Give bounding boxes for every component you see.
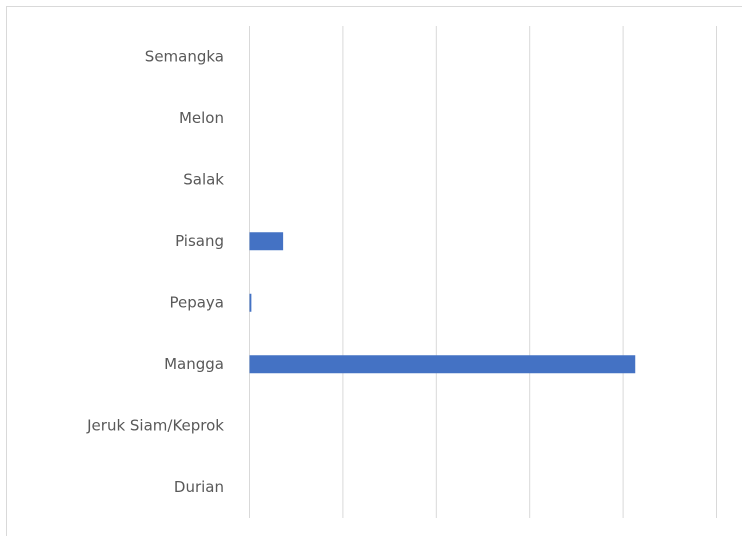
bar <box>249 293 252 312</box>
chart-frame <box>6 6 742 536</box>
y-tick-label: Pisang <box>175 232 224 250</box>
y-tick-label: Pepaya <box>169 293 224 311</box>
y-tick-label: Mangga <box>164 355 224 373</box>
bar <box>249 232 284 251</box>
y-tick-label: Melon <box>179 109 224 127</box>
bar <box>249 355 636 374</box>
y-tick-label: Jeruk Siam/Keprok <box>86 416 224 434</box>
y-tick-label: Semangka <box>145 47 224 65</box>
y-tick-label: Salak <box>183 170 224 188</box>
y-tick-label: Durian <box>174 478 224 496</box>
